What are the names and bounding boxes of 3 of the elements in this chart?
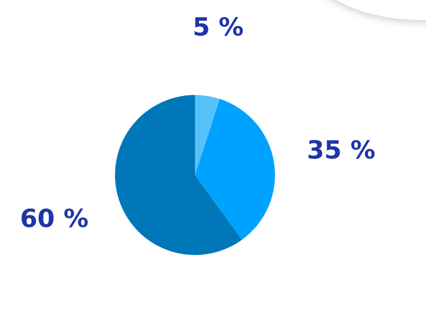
data-label: 60 % [20, 204, 89, 234]
data-label: 5 % [192, 12, 244, 42]
data-label: 35 % [306, 135, 376, 164]
